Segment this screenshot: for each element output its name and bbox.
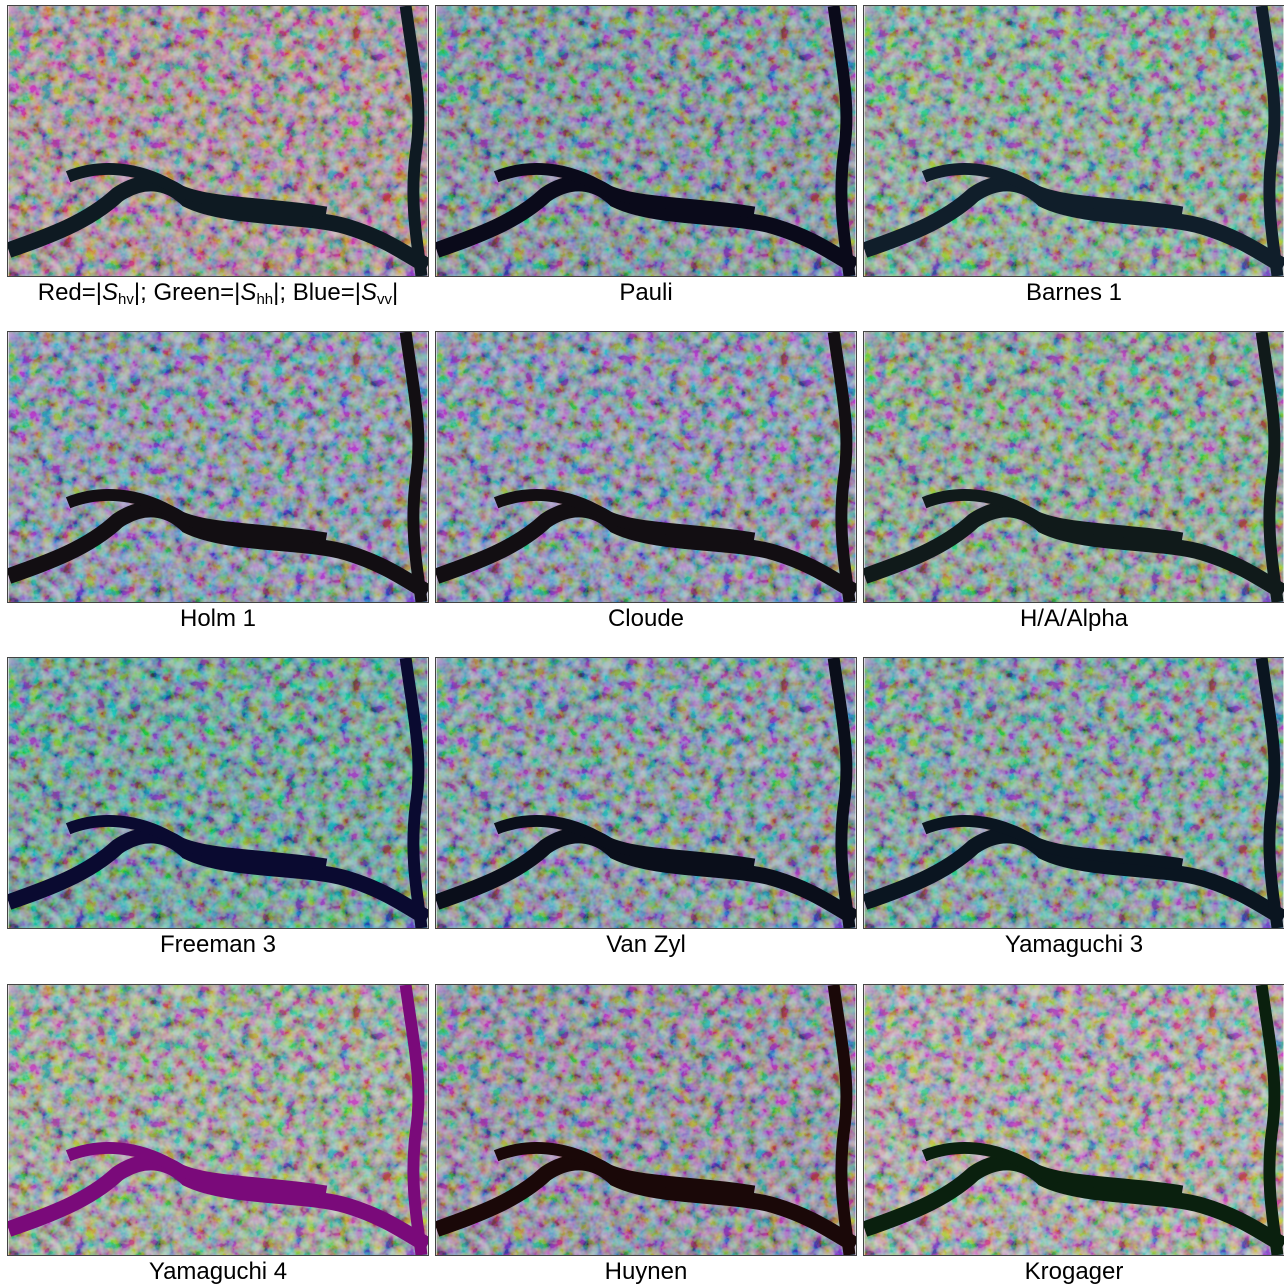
caption: H/A/Alpha [863,604,1284,634]
caption-part: | [392,279,398,306]
caption: Pauli [435,278,857,308]
sar-image [435,5,857,277]
caption: Yamaguchi 3 [863,930,1284,960]
sar-image [7,331,429,603]
caption: Freeman 3 [7,930,429,960]
caption-part: S [361,279,377,306]
sar-image [7,984,429,1256]
sar-image [435,331,857,603]
panel: Huynen [435,984,857,1287]
caption: Holm 1 [7,604,429,634]
panel: Pauli [435,5,857,308]
panel: Krogager [863,984,1284,1287]
sar-image [435,657,857,929]
caption-part: |; Green=| [134,279,241,306]
caption: Huynen [435,1257,857,1287]
caption-part: Red=| [38,279,102,306]
caption: Krogager [863,1257,1284,1287]
caption: Barnes 1 [863,278,1284,308]
caption-part: S [240,279,256,306]
figure: Red=|Shv|; Green=|Shh|; Blue=|Svv|PauliB… [0,0,1284,1288]
caption-part: vv [377,291,392,308]
sar-image [863,984,1284,1256]
sar-image [435,984,857,1256]
panel: Cloude [435,331,857,634]
panel: Red=|Shv|; Green=|Shh|; Blue=|Svv| [7,5,429,315]
caption-part: |; Blue=| [273,279,361,306]
caption: Red=|Shv|; Green=|Shh|; Blue=|Svv| [7,278,429,315]
sar-image [863,331,1284,603]
caption: Van Zyl [435,930,857,960]
sar-image [7,657,429,929]
panel: H/A/Alpha [863,331,1284,634]
panel: Van Zyl [435,657,857,960]
caption: Cloude [435,604,857,634]
caption: Yamaguchi 4 [7,1257,429,1287]
caption-part: hh [256,291,273,308]
panel: Barnes 1 [863,5,1284,308]
panel: Freeman 3 [7,657,429,960]
panel: Holm 1 [7,331,429,634]
panel: Yamaguchi 4 [7,984,429,1287]
sar-image [863,5,1284,277]
caption-part: S [102,279,118,306]
sar-image [7,5,429,277]
caption-part: hv [118,291,134,308]
panel: Yamaguchi 3 [863,657,1284,960]
sar-image [863,657,1284,929]
